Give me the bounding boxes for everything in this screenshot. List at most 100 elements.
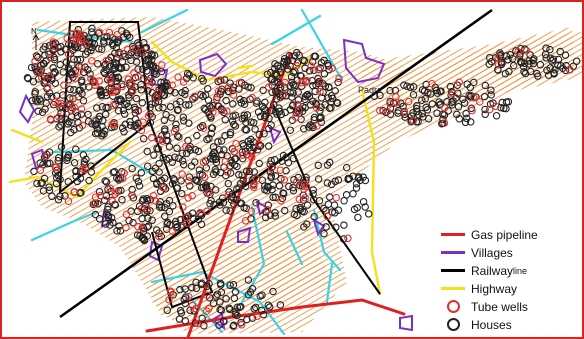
house-marker — [233, 311, 241, 320]
house-marker — [115, 36, 123, 44]
house-marker — [33, 179, 41, 188]
house-marker — [110, 167, 119, 176]
house-marker — [186, 146, 194, 154]
house-marker — [80, 160, 89, 169]
house-marker — [339, 235, 348, 243]
house-marker — [267, 173, 275, 182]
house-marker — [517, 59, 526, 67]
house-marker — [34, 75, 43, 83]
house-marker — [79, 96, 88, 105]
house-marker — [91, 210, 100, 219]
tube-well-marker — [253, 312, 261, 321]
legend-item-gas-pipeline: Gas pipeline — [435, 226, 538, 243]
house-marker — [215, 321, 223, 329]
house-marker — [163, 220, 171, 228]
house-marker — [186, 182, 194, 190]
house-marker — [57, 48, 65, 56]
house-marker — [222, 295, 230, 303]
house-marker — [310, 212, 318, 221]
house-marker — [428, 100, 437, 108]
tube-well-marker — [328, 64, 336, 73]
house-marker — [229, 280, 238, 289]
house-marker — [64, 151, 73, 159]
house-marker — [328, 208, 337, 216]
tube-well-marker — [69, 95, 77, 103]
house-marker — [72, 172, 80, 181]
house-marker — [266, 106, 275, 115]
house-marker — [459, 95, 467, 104]
house-marker — [132, 174, 141, 182]
house-marker — [231, 288, 240, 296]
house-marker — [52, 173, 61, 182]
house-marker — [291, 67, 299, 75]
tube-well-marker — [323, 212, 331, 220]
tube-well-marker — [167, 288, 175, 296]
house-marker — [145, 60, 154, 69]
tube-well-marker — [230, 147, 238, 156]
house-marker — [448, 101, 456, 109]
tube-well-marker — [200, 173, 209, 182]
house-marker — [134, 119, 142, 128]
house-marker — [509, 61, 518, 70]
house-marker — [98, 103, 107, 111]
house-marker — [548, 57, 556, 65]
tube-well-marker — [82, 40, 90, 48]
house-marker — [137, 86, 146, 94]
house-marker — [221, 116, 230, 124]
house-marker — [309, 189, 317, 198]
tube-well-marker — [108, 196, 116, 204]
house-marker — [126, 117, 134, 126]
tube-well-marker — [134, 73, 143, 81]
house-marker — [296, 203, 305, 212]
house-marker — [214, 138, 222, 146]
legend-label: Tube wells — [471, 299, 528, 314]
legend-item-tube-wells: Tube wells — [435, 298, 528, 315]
house-marker — [148, 100, 156, 108]
tube-well-marker — [203, 207, 211, 216]
house-marker — [72, 145, 80, 154]
house-marker — [289, 186, 298, 195]
house-marker — [421, 95, 430, 103]
house-marker — [93, 60, 102, 68]
house-marker — [173, 144, 181, 153]
house-marker — [33, 97, 42, 106]
tube-well-marker — [124, 75, 133, 83]
tube-well-marker — [253, 175, 261, 183]
tube-well-marker — [314, 65, 323, 74]
house-marker — [266, 160, 274, 169]
tube-well-marker — [152, 94, 160, 102]
house-marker — [288, 93, 296, 101]
house-marker — [231, 122, 240, 130]
house-marker — [311, 87, 319, 96]
house-marker — [118, 27, 126, 35]
house-marker — [177, 223, 185, 231]
house-marker — [222, 206, 230, 214]
tube-well-marker — [299, 77, 307, 85]
house-marker — [300, 57, 309, 65]
tube-well-marker — [281, 78, 289, 87]
house-marker — [269, 193, 277, 202]
house-marker — [235, 184, 243, 192]
tube-well-marker — [344, 234, 352, 243]
tube-well-marker — [95, 77, 103, 85]
house-marker — [521, 45, 529, 53]
north-label: N — [31, 27, 37, 36]
house-marker — [259, 86, 267, 95]
tube-well-marker — [190, 92, 199, 101]
house-marker — [179, 160, 188, 169]
house-marker — [352, 180, 361, 188]
house-marker — [50, 55, 59, 64]
house-marker — [151, 164, 160, 173]
house-marker — [129, 218, 137, 227]
house-marker — [494, 65, 502, 74]
tube-well-marker — [409, 117, 418, 125]
tube-well-marker — [292, 178, 301, 186]
house-marker — [185, 71, 193, 79]
house-marker — [76, 167, 85, 176]
legend-label: Highway — [471, 281, 518, 296]
house-marker — [229, 100, 237, 108]
house-marker — [173, 222, 182, 231]
house-marker — [258, 176, 267, 184]
house-marker — [230, 155, 239, 163]
house-marker — [496, 49, 504, 57]
